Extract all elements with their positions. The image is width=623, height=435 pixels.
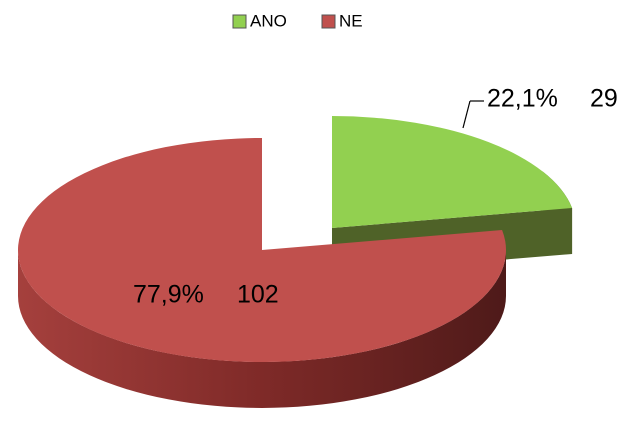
slice-side (18, 250, 506, 408)
value-label: 29 (590, 85, 618, 113)
percent-label: 22,1% (487, 85, 558, 113)
leader-line (462, 100, 471, 129)
legend-swatch (232, 14, 247, 29)
percent-label: 77,9% (133, 281, 204, 309)
slice-top (332, 116, 573, 228)
legend-label: NE (339, 11, 363, 30)
slice (17, 138, 507, 408)
value-label: 102 (237, 281, 279, 309)
legend-label: ANO (250, 11, 287, 30)
slice-top (17, 138, 507, 363)
legend-swatch (321, 14, 336, 29)
